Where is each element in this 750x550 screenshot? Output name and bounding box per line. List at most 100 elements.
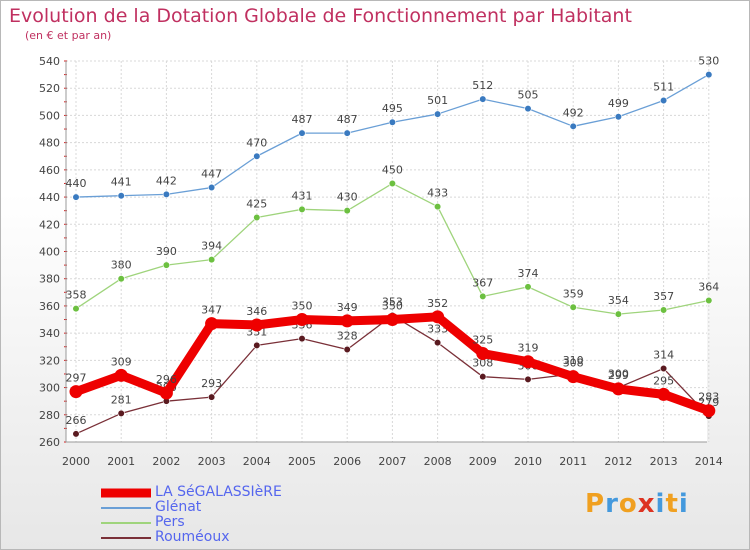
x-tick-label: 2012 — [604, 455, 632, 468]
data-point-pers — [434, 202, 442, 211]
x-tick-label: 2001 — [107, 455, 135, 468]
x-tick-label: 2008 — [424, 455, 452, 468]
data-point-glenat — [479, 95, 487, 103]
legend-label-roumegoux: Rouméoux — [155, 529, 230, 545]
data-label-roumeoux: 310 — [563, 354, 584, 367]
data-point-glenat — [434, 110, 442, 118]
data-point-la-segalassiere — [295, 313, 309, 327]
data-point-roumeoux — [524, 375, 532, 384]
legend-label-glenat: Glénat — [155, 499, 202, 515]
data-point-glenat — [524, 105, 532, 113]
data-point-roumeoux — [479, 373, 487, 381]
x-tick-label: 2006 — [333, 455, 361, 468]
data-point-glenat — [388, 118, 397, 126]
legend-swatch-la-segalassiere — [101, 488, 151, 497]
data-label-roumeoux: 308 — [472, 357, 493, 370]
data-point-la-segalassiere — [657, 387, 671, 401]
data-point-glenat — [569, 122, 577, 130]
proxiti-logo: Proxiti — [585, 489, 689, 519]
x-tick-label: 2014 — [695, 455, 723, 468]
logo-letter: x — [637, 489, 656, 519]
data-point-la-segalassiere — [385, 313, 399, 327]
data-label-pers: 433 — [427, 187, 448, 200]
y-tick-label: 320 — [39, 354, 60, 367]
data-point-pers — [614, 310, 623, 318]
data-point-glenat — [162, 190, 170, 198]
legend-item-la-segalassiere: LA SéGALASSIèRE — [101, 485, 282, 500]
y-tick-label: 460 — [39, 164, 60, 177]
data-point-pers — [117, 275, 125, 283]
data-point-glenat — [705, 71, 713, 79]
data-label-glenat: 492 — [563, 106, 584, 119]
x-tick-label: 2010 — [514, 455, 542, 468]
y-tick-label: 260 — [39, 436, 60, 449]
y-tick-label: 540 — [39, 55, 60, 68]
data-label-glenat: 530 — [698, 55, 719, 68]
data-label-roumeoux: 266 — [66, 414, 87, 427]
data-label-pers: 358 — [66, 289, 87, 302]
x-tick-label: 2005 — [288, 455, 316, 468]
logo-text: Proxiti — [585, 489, 689, 519]
data-point-pers — [659, 306, 668, 314]
data-label-glenat: 499 — [608, 97, 629, 110]
data-point-pers — [388, 179, 397, 188]
data-label-glenat: 442 — [156, 174, 177, 187]
legend-item-roumegoux: Rouméoux — [101, 530, 282, 545]
x-tick-label: 2003 — [198, 455, 226, 468]
data-label-pers: 430 — [337, 191, 358, 204]
data-label-roumeoux: 293 — [201, 377, 222, 390]
data-point-glenat — [253, 152, 261, 160]
data-label-la-segalassiere: 283 — [698, 391, 719, 404]
data-label-glenat: 495 — [382, 102, 403, 115]
logo-letter: o — [618, 489, 638, 519]
data-label-glenat: 447 — [201, 168, 222, 181]
data-label-la-segalassiere: 350 — [292, 300, 313, 313]
data-label-pers: 354 — [608, 294, 629, 307]
chart-title: Evolution de la Dotation Globale de Fonc… — [9, 5, 632, 27]
data-label-la-segalassiere: 297 — [66, 372, 87, 385]
data-label-glenat: 440 — [66, 177, 87, 190]
data-point-glenat — [614, 113, 623, 121]
logo-letter: i — [655, 489, 666, 519]
data-point-la-segalassiere — [476, 347, 490, 361]
data-label-glenat: 441 — [111, 176, 132, 189]
data-label-la-segalassiere: 349 — [337, 301, 358, 314]
y-tick-label: 360 — [39, 300, 60, 313]
data-point-la-segalassiere — [114, 368, 128, 382]
data-label-roumeoux: 353 — [382, 295, 403, 308]
logo-letter: r — [605, 489, 619, 519]
data-label-glenat: 487 — [292, 113, 313, 126]
data-point-glenat — [659, 96, 668, 105]
data-label-pers: 425 — [246, 197, 267, 210]
data-point-pers — [162, 261, 170, 269]
data-label-pers: 357 — [653, 290, 674, 303]
y-tick-label: 400 — [39, 246, 60, 259]
data-label-la-segalassiere: 319 — [518, 342, 539, 355]
data-label-la-segalassiere: 295 — [653, 374, 674, 387]
y-tick-label: 280 — [39, 409, 60, 422]
x-tick-label: 2009 — [469, 455, 497, 468]
data-label-glenat: 487 — [337, 113, 358, 126]
data-label-la-segalassiere: 350 — [382, 300, 403, 313]
data-label-pers: 364 — [698, 280, 719, 293]
data-label-glenat: 505 — [518, 89, 539, 102]
data-label-la-segalassiere: 325 — [472, 334, 493, 347]
data-point-pers — [208, 256, 216, 264]
data-label-pers: 359 — [563, 287, 584, 300]
data-point-glenat — [208, 183, 216, 192]
y-tick-label: 520 — [39, 82, 60, 95]
data-point-la-segalassiere — [340, 314, 354, 328]
logo-letter: P — [585, 489, 606, 519]
data-label-glenat: 511 — [653, 80, 674, 93]
data-point-la-segalassiere — [69, 385, 83, 399]
data-label-la-segalassiere: 346 — [246, 305, 267, 318]
data-point-pers — [524, 283, 532, 291]
data-point-pers — [72, 305, 80, 313]
chart-legend: LA SéGALASSIèRE Glénat Pers Rouméoux — [101, 485, 282, 545]
x-tick-label: 2002 — [152, 455, 180, 468]
data-label-pers: 390 — [156, 245, 177, 258]
data-label-glenat: 470 — [246, 136, 267, 149]
data-point-glenat — [72, 193, 80, 201]
